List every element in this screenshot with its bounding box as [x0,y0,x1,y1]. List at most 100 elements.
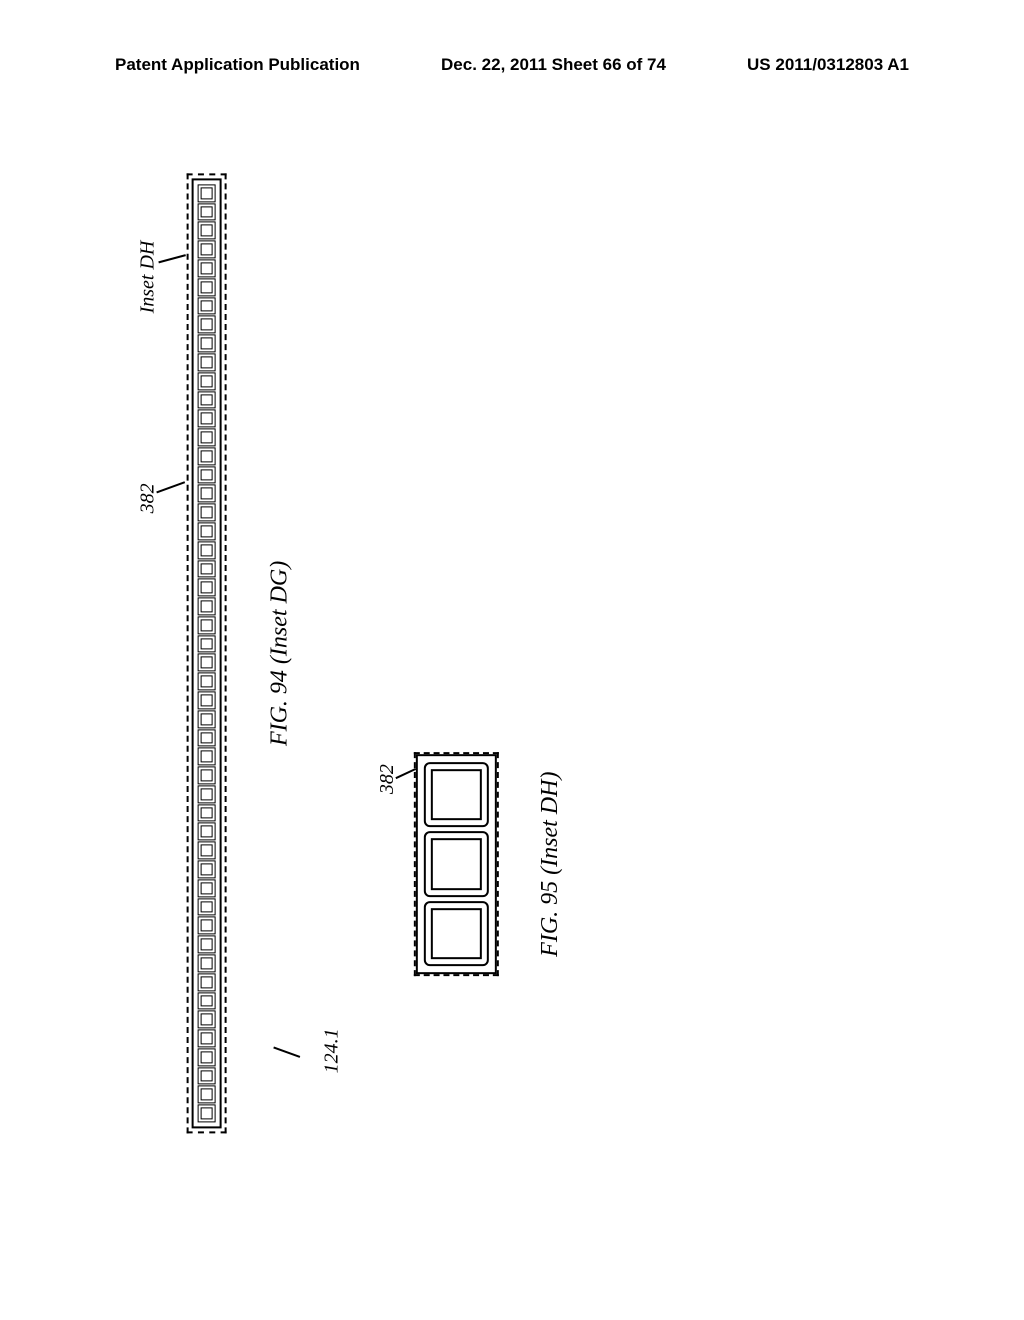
array-cell-inner [201,657,213,669]
array-cell [198,992,216,1010]
array-cell-inner [201,995,213,1007]
cell-row [198,184,216,1122]
array-cell [198,522,216,540]
fig94-caption: FIG. 94 (Inset DG) [266,173,293,1133]
detail-cell [424,901,489,966]
figure-94: 382 Inset DH 124.1 FIG. 94 (Inset DG) [187,173,294,1133]
array-cell-inner [201,1032,213,1044]
array-cell-inner [201,1108,213,1120]
ref-label-124: 124.1 [320,1028,343,1073]
array-cell [198,184,216,202]
array-cell-inner [201,939,213,951]
array-cell-inner [201,187,213,199]
array-cell-inner [201,1014,213,1026]
array-cell [198,673,216,691]
array-cell [198,1048,216,1066]
array-cell-inner [201,713,213,725]
array-cell [198,1011,216,1029]
header-right: US 2011/0312803 A1 [747,55,909,75]
leader-inset-dh [158,254,186,263]
array-cell-inner [201,920,213,932]
array-cell-inner [201,601,213,613]
array-cell-inner [201,469,213,481]
array-cell [198,973,216,991]
array-cell-inner [201,450,213,462]
array-cell-inner [201,751,213,763]
array-cell-inner [201,563,213,575]
array-cell-inner [201,431,213,443]
array-cell-inner [201,375,213,387]
array-cell [198,278,216,296]
array-cell [198,541,216,559]
array-cell [198,353,216,371]
array-cell-inner [201,976,213,988]
array-cell [198,335,216,353]
array-cell-inner [201,845,213,857]
array-cell [198,748,216,766]
array-cell [198,241,216,259]
array-cell [198,372,216,390]
array-cell-inner [201,544,213,556]
array-cell [198,297,216,315]
fig95-caption: FIG. 95 (Inset DH) [537,754,564,974]
array-cell-inner [201,1089,213,1101]
array-cell [198,860,216,878]
array-cell [198,1086,216,1104]
detail-cell [424,832,489,897]
array-cell-inner [201,732,213,744]
array-cell [198,616,216,634]
array-cell-inner [201,413,213,425]
array-cell [198,785,216,803]
array-cell-inner [201,394,213,406]
ref-label-inset-dh: Inset DH [137,241,160,314]
array-cell-inner [201,676,213,688]
detail-cell-inner [431,908,482,959]
detail-cell-inner [431,839,482,890]
array-cell-inner [201,770,213,782]
array-cell-inner [201,826,213,838]
array-cell-inner [201,300,213,312]
array-cell [198,391,216,409]
array-dash-border [187,173,227,1133]
array-cell [198,635,216,653]
array-cell [198,428,216,446]
array-cell [198,729,216,747]
array-cell-inner [201,882,213,894]
array-cell [198,598,216,616]
array-cell-inner [201,1051,213,1063]
array-cell-inner [201,338,213,350]
array-strip [192,178,222,1128]
array-cell-inner [201,225,213,237]
array-cell [198,842,216,860]
array-cell-inner [201,281,213,293]
array-cell [198,954,216,972]
array-cell [198,1029,216,1047]
array-cell-inner [201,206,213,218]
array-cell-inner [201,807,213,819]
header-center: Dec. 22, 2011 Sheet 66 of 74 [441,55,666,75]
array-cell-inner [201,525,213,537]
array-cell [198,804,216,822]
array-cell [198,654,216,672]
array-cell-inner [201,507,213,519]
array-cell [198,823,216,841]
figure-95: 382 FIG. 95 (Inset DH) [416,754,564,974]
header-left: Patent Application Publication [115,55,360,75]
array-cell [198,259,216,277]
array-cell-inner [201,319,213,331]
array-cell-inner [201,863,213,875]
array-cell-inner [201,582,213,594]
array-cell [198,316,216,334]
page-header: Patent Application Publication Dec. 22, … [0,55,1024,75]
array-cell [198,691,216,709]
array-cell [198,1105,216,1123]
array-cell [198,579,216,597]
array-cell [198,710,216,728]
ref-label-382: 382 [137,483,160,513]
array-cell [198,879,216,897]
array-cell-inner [201,1070,213,1082]
array-cell-inner [201,957,213,969]
array-cell [198,560,216,578]
array-cell [198,222,216,240]
array-cell-inner [201,356,213,368]
